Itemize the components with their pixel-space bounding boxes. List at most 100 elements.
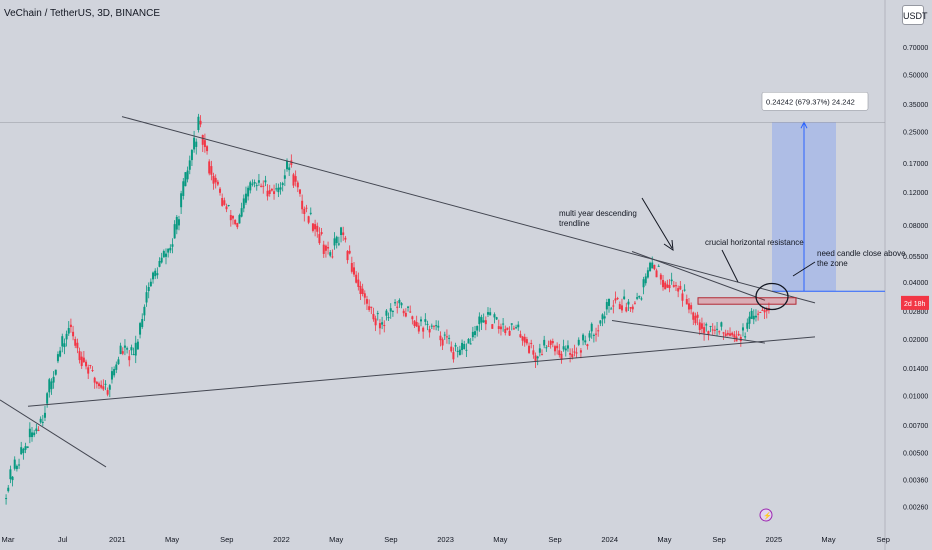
candle-body	[441, 339, 444, 346]
measure-label: 0.24242 (679.37%) 24.242	[766, 97, 855, 106]
candle-body	[277, 187, 280, 193]
candle-body	[456, 350, 459, 352]
annotation-trendline-note: multi year descending trendline	[559, 209, 637, 228]
candle-body	[184, 172, 187, 187]
candle-body	[605, 302, 608, 310]
candle-body	[234, 220, 237, 225]
candle-body	[301, 200, 304, 210]
candle-body	[117, 359, 120, 365]
candle-body	[5, 498, 8, 500]
event-marker-icon	[759, 508, 773, 522]
candle-body	[636, 297, 639, 299]
y-tick-label: 0.01400	[903, 366, 928, 373]
candle-body	[381, 322, 384, 325]
candle-body	[65, 333, 68, 340]
candle-body	[651, 262, 654, 269]
candle-body	[266, 190, 269, 197]
candle-body	[193, 137, 196, 150]
candle-body	[566, 345, 569, 349]
candle-body	[305, 207, 308, 209]
x-tick-label: 2021	[109, 535, 126, 544]
annotation-arrow	[792, 261, 816, 277]
currency-button[interactable]: USDT	[902, 5, 928, 25]
candle-body	[236, 223, 239, 228]
x-tick-label: Sep	[220, 535, 233, 544]
candle-body	[419, 319, 422, 322]
candle-body	[255, 185, 258, 187]
candle-body	[48, 379, 51, 393]
candle-body	[247, 187, 250, 197]
candle-body	[573, 351, 576, 353]
candle-body	[197, 116, 200, 130]
annotation-arrow-head	[663, 239, 674, 252]
candle-body	[316, 225, 319, 232]
candle-body	[385, 310, 388, 316]
candle-body	[448, 337, 451, 339]
candle-body	[85, 361, 88, 367]
candle-body	[160, 257, 163, 263]
candle-body	[359, 285, 362, 294]
candle-body	[700, 323, 703, 329]
annotation-resistance-note: crucial horizontal resistance	[705, 238, 804, 247]
candle-body	[692, 312, 695, 320]
candle-body	[478, 316, 481, 325]
x-tick-label: 2023	[437, 535, 454, 544]
candle-body	[603, 316, 606, 319]
candle-body	[206, 146, 209, 152]
y-tick-label: 0.01000	[903, 394, 928, 401]
candle-body	[705, 324, 708, 326]
y-tick-label: 0.02000	[903, 337, 928, 344]
candle-body	[43, 412, 46, 418]
candle-body	[426, 323, 429, 325]
candle-body	[164, 253, 167, 257]
candle-body	[452, 352, 455, 360]
candle-body	[50, 381, 53, 390]
candle-body	[275, 188, 278, 190]
x-tick-label: Jul	[58, 535, 68, 544]
candle-body	[664, 282, 667, 290]
candle-body	[141, 319, 144, 327]
candle-body	[733, 334, 736, 338]
candle-body	[577, 339, 580, 345]
candle-body	[156, 273, 159, 276]
candle-body	[519, 334, 522, 338]
candle-body	[355, 274, 358, 283]
candle-body	[534, 355, 537, 362]
candle-body	[571, 354, 574, 358]
candle-body	[143, 306, 146, 316]
price-tag	[901, 295, 929, 310]
y-tick-label: 0.12000	[903, 190, 928, 197]
candle-body	[31, 432, 34, 438]
candle-body	[668, 285, 671, 289]
x-tick-label: Sep	[548, 535, 561, 544]
candle-body	[612, 305, 615, 307]
candle-body	[754, 315, 757, 318]
candle-body	[523, 336, 526, 343]
candle-body	[173, 224, 176, 239]
candle-body	[629, 307, 632, 309]
candle-body	[415, 322, 418, 327]
candle-body	[292, 174, 295, 186]
candle-body	[376, 313, 379, 315]
candle-body	[223, 200, 226, 205]
candle-body	[407, 306, 410, 308]
annotation-arrow	[721, 249, 739, 283]
candle-body	[547, 345, 550, 347]
candle-body	[741, 327, 744, 331]
candle-body	[510, 323, 513, 325]
candle-body	[279, 187, 282, 190]
candle-body	[428, 329, 431, 333]
candle-body	[314, 224, 317, 230]
candle-body	[430, 325, 433, 327]
candle-body	[752, 315, 755, 320]
trend-line	[121, 116, 816, 304]
candle-body	[618, 304, 621, 310]
candle-body	[102, 386, 105, 390]
candle-body	[324, 245, 327, 251]
candle-body	[484, 320, 487, 325]
candle-body	[260, 185, 263, 187]
candle-body	[493, 314, 496, 318]
candle-body	[720, 322, 723, 327]
candle-body	[290, 160, 293, 165]
